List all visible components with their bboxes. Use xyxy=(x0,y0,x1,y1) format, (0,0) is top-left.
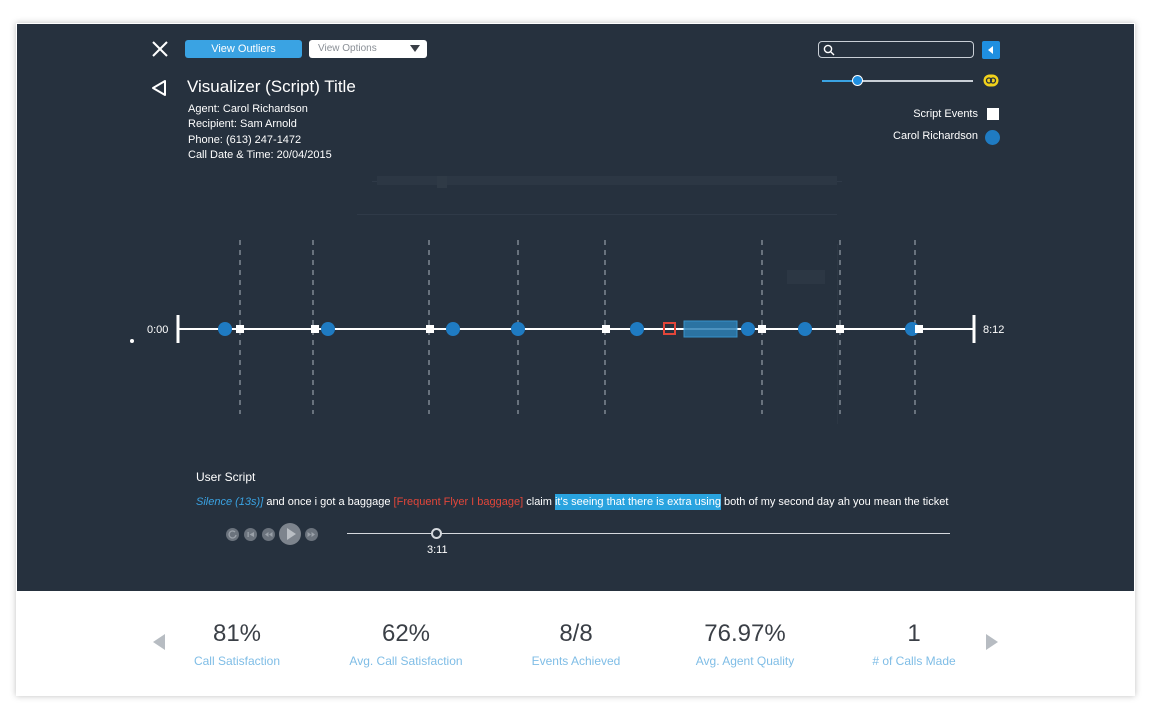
timeline-svg xyxy=(176,240,976,414)
meta-call-date: Call Date & Time: 20/04/2015 xyxy=(188,149,332,161)
agent-event-dot xyxy=(446,322,460,336)
fast-forward-button[interactable] xyxy=(305,528,318,541)
agent-event-dot xyxy=(630,322,644,336)
stat-label: Events Achieved xyxy=(531,654,621,668)
skip-start-button[interactable] xyxy=(244,528,257,541)
outlier-marker xyxy=(663,322,676,335)
view-outliers-button[interactable]: View Outliers xyxy=(185,40,302,58)
script-event-marker xyxy=(311,325,319,333)
search-icon xyxy=(823,44,835,56)
meta-label: Recipient: xyxy=(188,118,237,130)
script-text: and once i got a baggage xyxy=(263,496,394,508)
meta-agent: Agent: Carol Richardson xyxy=(188,103,308,115)
script-event-marker xyxy=(236,325,244,333)
stat-value: 8/8 xyxy=(559,620,593,647)
current-segment xyxy=(683,320,738,338)
play-button[interactable] xyxy=(279,523,301,545)
script-event-marker xyxy=(915,325,923,333)
stat-label: Avg. Call Satisfaction xyxy=(349,654,463,668)
next-arrow-icon[interactable] xyxy=(985,633,999,651)
background-bar xyxy=(377,176,837,185)
player-controls xyxy=(226,523,320,545)
play-icon xyxy=(287,528,296,540)
background-chip xyxy=(787,270,825,284)
close-icon[interactable] xyxy=(151,40,169,58)
meta-label: Agent: xyxy=(188,103,220,115)
agent-event-dot xyxy=(798,322,812,336)
script-event-marker xyxy=(758,325,766,333)
agent-event-dot xyxy=(218,322,232,336)
stat-value: 76.97% xyxy=(704,620,786,647)
meta-value: 20/04/2015 xyxy=(276,149,332,161)
stat-avg-call-satisfaction: 62% Avg. Call Satisfaction xyxy=(321,620,491,668)
stat-value: 81% xyxy=(212,620,262,647)
back-triangle-icon[interactable] xyxy=(150,78,168,98)
stat-calls-made: 1 # of Calls Made xyxy=(829,620,999,668)
search-input[interactable] xyxy=(837,42,967,57)
meta-label: Call Date & Time: xyxy=(188,149,274,161)
script-text: both of my second day ah you mean the ti… xyxy=(720,496,949,508)
page-title: Visualizer (Script) Title xyxy=(187,77,356,96)
rewind-button[interactable] xyxy=(262,528,275,541)
background-column xyxy=(837,244,838,424)
stat-value: 1 xyxy=(907,620,921,647)
script-highlight: it's seeing that there is extra using xyxy=(554,494,721,510)
collapse-panel-button[interactable] xyxy=(982,41,1000,59)
zoom-slider-track[interactable] xyxy=(822,80,973,82)
legend-script-events-swatch[interactable] xyxy=(987,108,999,120)
zoom-slider-thumb[interactable] xyxy=(852,75,863,86)
stat-call-satisfaction: 81% Call Satisfaction xyxy=(152,620,322,668)
chevron-down-icon xyxy=(410,45,420,52)
stat-value: 62% xyxy=(381,620,431,647)
visualizer-panel xyxy=(17,24,1134,591)
meta-label: Phone: xyxy=(188,134,223,146)
playback-current-time: 3:11 xyxy=(427,544,448,556)
script-heading: User Script xyxy=(196,470,256,484)
meta-value: Carol Richardson xyxy=(222,103,308,115)
bullet-dot xyxy=(130,339,134,343)
search-box[interactable] xyxy=(818,41,974,58)
script-event-marker xyxy=(602,325,610,333)
stat-label: Avg. Agent Quality xyxy=(695,654,795,668)
agent-event-dot xyxy=(321,322,335,336)
meta-value: Sam Arnold xyxy=(239,118,297,130)
timeline-start-label: 0:00 xyxy=(147,324,169,336)
link-icon[interactable] xyxy=(983,74,999,87)
background-bar-marker xyxy=(437,176,447,188)
refresh-icon xyxy=(228,530,237,539)
skip-start-icon xyxy=(247,532,254,537)
background-divider xyxy=(357,214,837,215)
agent-event-dot xyxy=(741,322,755,336)
caret-left-icon xyxy=(988,46,993,54)
zoom-slider-fill xyxy=(822,80,858,82)
view-options-select[interactable]: View Options xyxy=(309,40,427,58)
playback-scrubber-thumb[interactable] xyxy=(431,528,442,539)
stat-events-achieved: 8/8 Events Achieved xyxy=(491,620,661,668)
legend-script-events-label: Script Events xyxy=(913,108,978,120)
stat-avg-agent-quality: 76.97% Avg. Agent Quality xyxy=(660,620,830,668)
legend-agent-label: Carol Richardson xyxy=(893,130,978,142)
meta-value: (613) 247-1472 xyxy=(225,134,302,146)
playback-scrubber-track[interactable] xyxy=(347,533,950,534)
fast-forward-icon xyxy=(307,532,315,537)
refresh-button[interactable] xyxy=(226,528,239,541)
rewind-icon xyxy=(265,532,273,537)
agent-event-dot xyxy=(511,322,525,336)
timeline-end-label: 8:12 xyxy=(983,324,1005,336)
script-event-marker xyxy=(836,325,844,333)
script-text: claim xyxy=(523,496,555,508)
meta-recipient: Recipient: Sam Arnold xyxy=(188,118,297,130)
script-transcript: Silence (13s)] and once i got a baggage … xyxy=(196,494,952,510)
stat-label: Call Satisfaction xyxy=(193,654,281,668)
prev-arrow-icon[interactable] xyxy=(152,633,166,651)
legend-agent-swatch[interactable] xyxy=(985,130,1000,145)
meta-phone: Phone: (613) 247-1472 xyxy=(188,134,301,146)
script-event-marker xyxy=(426,325,434,333)
view-options-selected: View Options xyxy=(318,43,377,54)
script-silence: Silence (13s)] xyxy=(196,496,264,508)
script-tag[interactable]: [Frequent Flyer I baggage] xyxy=(393,496,524,508)
stat-label: # of Calls Made xyxy=(872,654,956,668)
